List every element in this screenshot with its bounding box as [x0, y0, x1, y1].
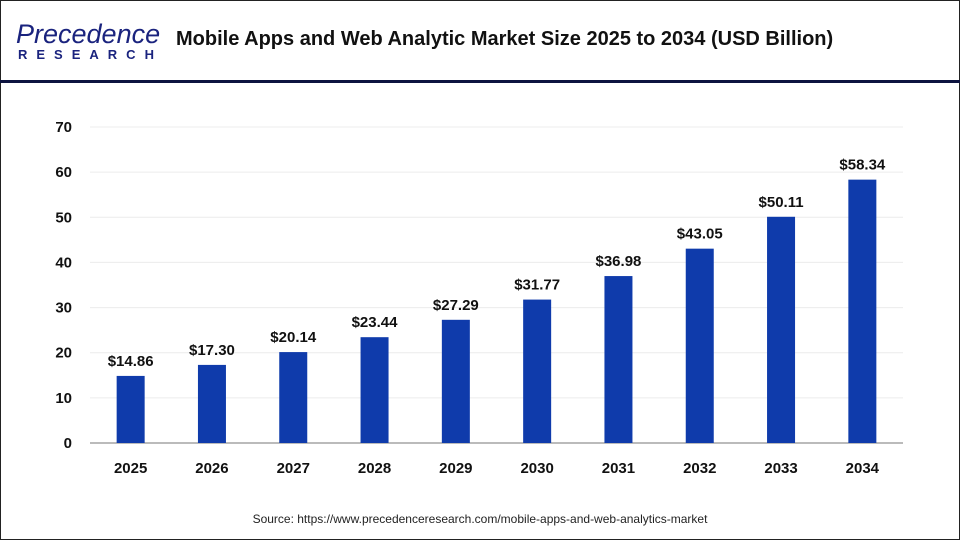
bar [441, 319, 470, 443]
bar [116, 375, 145, 443]
data-label: $23.44 [352, 314, 399, 331]
y-tick-label: 60 [55, 164, 72, 181]
source-note: Source: https://www.precedenceresearch.c… [252, 512, 708, 526]
x-tick-label: 2029 [439, 460, 472, 477]
data-label: $17.30 [189, 342, 235, 359]
x-tick-label: 2034 [846, 460, 880, 477]
y-tick-label: 50 [55, 209, 72, 226]
bar [848, 179, 877, 443]
bar [197, 364, 226, 443]
data-label: $20.14 [270, 329, 317, 346]
x-tick-label: 2031 [602, 460, 635, 477]
x-tick-label: 2025 [114, 460, 147, 477]
x-tick-label: 2026 [195, 460, 228, 477]
bar [604, 276, 633, 443]
logo-text-top: Precedence [16, 19, 161, 49]
logo-text-bottom: RESEARCH [18, 47, 163, 62]
x-tick-label: 2032 [683, 460, 716, 477]
precedence-research-logo: Precedence RESEARCH [16, 19, 163, 62]
bar [523, 299, 552, 443]
x-tick-label: 2027 [277, 460, 310, 477]
y-tick-label: 0 [64, 435, 72, 452]
data-label: $36.98 [596, 253, 642, 270]
chart-title: Mobile Apps and Web Analytic Market Size… [176, 28, 834, 50]
data-label: $27.29 [433, 297, 479, 314]
y-tick-label: 30 [55, 300, 72, 317]
bar [279, 352, 308, 443]
header: Precedence RESEARCH Mobile Apps and Web … [0, 0, 960, 83]
x-tick-label: 2033 [764, 460, 797, 477]
bar [360, 337, 389, 443]
x-tick-label: 2028 [358, 460, 391, 477]
data-label: $43.05 [677, 226, 723, 243]
y-tick-label: 10 [55, 390, 72, 407]
data-label: $58.34 [839, 157, 886, 174]
y-tick-label: 40 [55, 254, 72, 271]
x-tick-label: 2030 [520, 460, 553, 477]
y-tick-label: 70 [55, 119, 72, 136]
data-label: $50.11 [759, 194, 804, 211]
data-label: $31.77 [514, 277, 560, 294]
bar [685, 248, 714, 443]
bar [767, 216, 796, 443]
y-tick-label: 20 [55, 345, 72, 362]
data-label: $14.86 [108, 353, 154, 370]
